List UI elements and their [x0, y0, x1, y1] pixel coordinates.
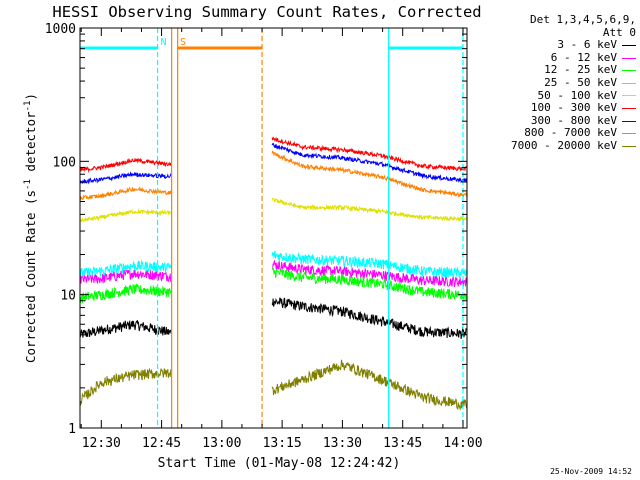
series-line-7-seg1: [271, 150, 468, 198]
legend-label: 300 - 800 keV: [530, 113, 617, 127]
legend-entry: 300 - 800 keV: [478, 113, 636, 128]
legend-entry: 100 - 300 keV: [478, 102, 636, 115]
x-tick-label-1: 12:45: [142, 436, 181, 451]
series-line-4-seg0: [79, 208, 172, 223]
y-axis-label-mid: detector: [23, 111, 38, 179]
legend-entry: 12 - 25 keV: [478, 64, 636, 77]
x-axis-label: Start Time (01-May-08 12:24:42): [158, 456, 401, 471]
legend-label: 7000 - 20000 keV: [511, 138, 617, 152]
series-line-6-seg1: [271, 142, 468, 184]
marker-layer: [156, 28, 464, 428]
legend-entry: 3 - 6 keV: [478, 39, 636, 52]
legend-entry: 7000 - 20000 keV: [478, 138, 636, 153]
legend-entry: 25 - 50 keV: [478, 75, 636, 90]
legend-label: 800 - 7000 keV: [524, 126, 617, 140]
series-end-point-4: [462, 218, 464, 220]
x-tick-label-0: 12:30: [82, 436, 121, 451]
plot-area-frame: [79, 27, 468, 429]
series-line-0-seg1: [271, 297, 468, 339]
y-axis-label-start: Corrected Count Rate (s: [23, 190, 38, 363]
legend-entries: 3 - 6 keV 6 - 12 keV 12 - 25 keV 25 - 50 ke…: [478, 39, 636, 152]
legend-entry: 800 - 7000 keV: [478, 127, 636, 140]
series-line-5-seg1: [271, 136, 468, 172]
series-line-1-seg1: [272, 259, 468, 288]
legend-swatch: [622, 57, 636, 59]
legend-swatch: [622, 82, 636, 84]
series-line-0-seg0: [79, 320, 172, 338]
legend-label: 50 - 100 keV: [537, 88, 617, 102]
series-layer: [79, 136, 468, 411]
legend-attenuator: Att 0: [602, 25, 636, 39]
legend-swatch: [622, 44, 636, 46]
legend-swatch: [622, 133, 636, 135]
series-line-7-seg0: [79, 186, 172, 201]
series-line-5-seg0: [79, 157, 172, 173]
legend-label: 6 - 12 keV: [550, 50, 617, 64]
legend-entry: 50 - 100 keV: [478, 88, 636, 103]
y-tick-label-2: 100: [53, 155, 76, 170]
legend-swatch: [622, 120, 636, 122]
legend-swatch: [622, 70, 636, 72]
x-tick-label-3: 13:15: [263, 436, 302, 451]
series-line-6-seg0: [79, 171, 172, 185]
x-tick-label-4: 13:30: [323, 436, 362, 451]
series-line-4-seg1: [271, 197, 468, 222]
legend-swatch: [622, 145, 636, 147]
series-end-point-7: [462, 194, 464, 196]
legend: Det 1,3,4,5,6,9, Att 0 3 - 6 keV 6 - 12 k…: [478, 13, 636, 153]
series-line-3-seg1: [271, 250, 468, 278]
footer-timestamp: 25-Nov-2009 14:52: [550, 467, 632, 476]
x-tick-label-2: 13:00: [202, 436, 241, 451]
axis-layer: 12:30 12:45 13:00 13:15 13:30 13:45 14:00 1 10 10…: [45, 22, 483, 451]
y-axis-label: Corrected Count Rate (s-1 detector-1): [23, 93, 38, 363]
y-tick-label-0: 1: [68, 422, 76, 437]
interval-label-N: N: [161, 37, 167, 48]
series-line-3-seg0: [79, 259, 172, 279]
legend-label: 100 - 300 keV: [530, 101, 617, 115]
y-axis-label-end: ): [23, 93, 38, 101]
legend-detectors: Det 1,3,4,5,6,9,: [530, 13, 636, 26]
legend-entry: 6 - 12 keV: [478, 50, 636, 65]
legend-swatch: [622, 107, 636, 109]
x-tick-label-6: 14:00: [443, 436, 482, 451]
interval-label-S: S: [180, 37, 186, 48]
y-axis-label-sup2: -1: [23, 101, 33, 112]
legend-label: 3 - 6 keV: [557, 38, 617, 52]
y-axis-label-sup1: -1: [23, 179, 33, 190]
y-tick-label-1: 10: [60, 289, 76, 304]
legend-swatch: [622, 95, 636, 97]
legend-label: 12 - 25 keV: [544, 63, 617, 77]
series-line-2-seg0: [79, 283, 172, 304]
x-tick-label-5: 13:45: [383, 436, 422, 451]
series-line-8-seg1: [271, 359, 468, 411]
legend-label: 25 - 50 keV: [544, 75, 617, 89]
series-end-point-1: [462, 280, 464, 283]
chart-title: HESSI Observing Summary Count Rates, Cor…: [52, 3, 481, 21]
series-line-8-seg0: [79, 367, 172, 406]
series-line-2-seg1: [271, 266, 468, 301]
y-tick-label-3: 1000: [45, 22, 76, 37]
